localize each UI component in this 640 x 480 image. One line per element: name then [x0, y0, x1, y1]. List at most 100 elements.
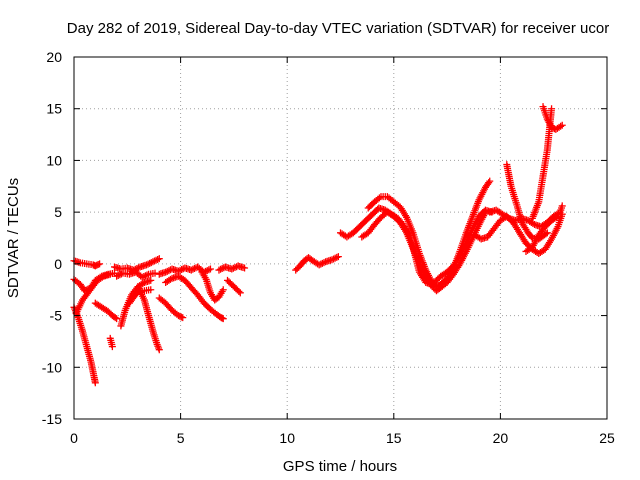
data-point — [236, 289, 244, 297]
series-track-18 — [292, 253, 342, 274]
data-point — [142, 261, 150, 269]
data-point — [111, 314, 119, 322]
data-point — [320, 259, 328, 267]
y-tick-label: 0 — [54, 256, 62, 272]
data-point — [215, 266, 223, 274]
data-point — [218, 265, 226, 273]
data-point — [143, 271, 151, 279]
data-point — [206, 265, 214, 273]
data-point — [138, 273, 146, 281]
data-point — [527, 233, 535, 241]
data-point — [179, 314, 187, 322]
data-point — [552, 213, 560, 221]
data-point — [317, 260, 325, 268]
series-track-25 — [528, 105, 556, 222]
data-point — [141, 272, 149, 280]
series-track-17 — [224, 276, 244, 297]
data-point — [162, 268, 170, 276]
data-point — [113, 315, 121, 323]
data-point — [91, 379, 99, 387]
data-point — [331, 254, 339, 262]
chart-title: Day 282 of 2019, Sidereal Day-to-day VTE… — [67, 20, 609, 37]
data-point — [166, 275, 174, 283]
data-point — [219, 315, 227, 323]
data-point — [176, 266, 184, 274]
data-point — [333, 253, 341, 261]
y-tick-label: 20 — [46, 49, 62, 65]
series-track-4 — [72, 270, 114, 318]
data-point — [155, 255, 163, 263]
data-point — [334, 253, 342, 261]
x-tick-label: 25 — [599, 430, 615, 446]
data-point — [96, 260, 104, 268]
data-point — [219, 286, 227, 294]
data-point — [178, 266, 186, 274]
data-point — [140, 273, 148, 281]
data-point — [108, 343, 116, 351]
data-points — [70, 103, 566, 387]
data-point — [315, 261, 323, 269]
data-point — [146, 259, 154, 267]
y-axis-label: SDTVAR / TECUs — [5, 178, 22, 298]
x-tick-label: 5 — [177, 430, 185, 446]
data-point — [139, 280, 147, 288]
data-point — [503, 213, 511, 221]
data-point — [235, 287, 243, 295]
series-track-6 — [106, 334, 116, 351]
data-point — [558, 121, 566, 129]
data-point — [150, 257, 158, 265]
y-tick-label: -5 — [50, 308, 63, 324]
data-point — [98, 273, 106, 281]
data-point — [151, 269, 159, 277]
data-point — [241, 264, 249, 272]
x-tick-label: 10 — [279, 430, 295, 446]
data-point — [155, 346, 163, 354]
data-point — [106, 270, 114, 278]
data-point — [152, 256, 160, 264]
x-tick-label: 15 — [386, 430, 402, 446]
axis-ticks — [73, 56, 608, 420]
series-track-14 — [162, 272, 227, 323]
data-point — [485, 179, 493, 187]
series-track-27 — [522, 212, 562, 255]
data-point — [147, 259, 155, 267]
y-tick-label: -15 — [42, 411, 62, 427]
data-point — [203, 267, 211, 275]
x-tick-label: 0 — [70, 430, 78, 446]
series-track-15 — [198, 268, 227, 304]
data-point — [113, 272, 121, 280]
series-track-11 — [125, 286, 155, 307]
data-point — [557, 122, 565, 130]
data-point — [147, 276, 155, 284]
data-point — [205, 266, 213, 274]
x-axis-label: GPS time / hours — [283, 458, 397, 475]
data-point — [328, 256, 336, 264]
data-point — [116, 271, 124, 279]
series-track-16 — [215, 262, 249, 274]
data-point — [554, 212, 562, 220]
y-tick-label: -10 — [42, 359, 62, 375]
y-tick-label: 15 — [46, 101, 62, 117]
data-point — [318, 259, 326, 267]
data-point — [149, 258, 157, 266]
data-point — [229, 264, 237, 272]
y-tick-label: 10 — [46, 152, 62, 168]
plot-frame — [73, 56, 608, 420]
data-point — [187, 266, 195, 274]
y-tick-label: 5 — [54, 204, 62, 220]
series-track-8 — [113, 268, 159, 281]
data-point — [165, 267, 173, 275]
data-point — [375, 194, 383, 202]
data-point — [134, 264, 142, 272]
data-point — [486, 177, 494, 185]
tick-labels: 0 5 10 15 20 25 -15 -10 -5 0 5 10 15 20 — [42, 49, 615, 446]
series-track-26 — [539, 103, 566, 133]
data-point — [144, 260, 152, 268]
data-point — [163, 267, 171, 275]
series-track-13 — [155, 294, 187, 322]
data-point — [94, 261, 102, 269]
data-point — [330, 255, 338, 263]
data-point — [133, 289, 141, 297]
